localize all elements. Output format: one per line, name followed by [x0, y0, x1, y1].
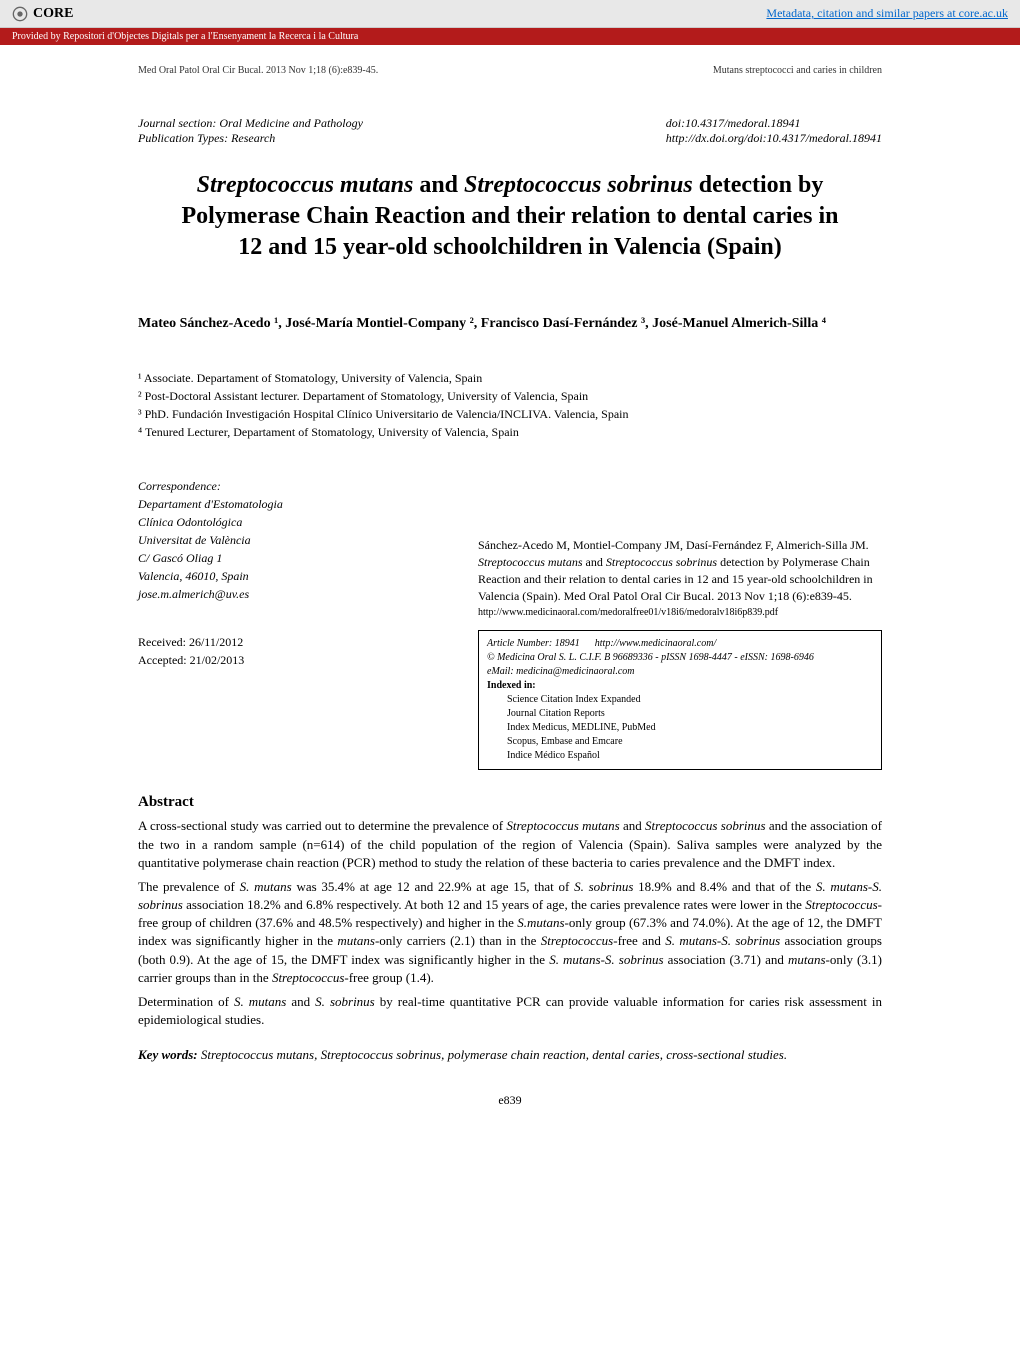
- index-list: Science Citation Index Expanded Journal …: [487, 693, 873, 763]
- article-title: Streptococcus mutans and Streptococcus s…: [170, 170, 850, 264]
- publication-types: Publication Types: Research: [138, 131, 363, 146]
- citation-column: Sánchez-Acedo M, Montiel-Company JM, Das…: [478, 537, 882, 770]
- journal-section: Journal section: Oral Medicine and Patho…: [138, 116, 363, 131]
- abstract-p2: The prevalence of S. mutans was 35.4% at…: [138, 878, 882, 987]
- corr-line-4: C/ Gascó Oliag 1: [138, 549, 438, 567]
- info-box: Article Number: 18941 http://www.medicin…: [478, 630, 882, 770]
- abstract-body: A cross-sectional study was carried out …: [138, 817, 882, 1029]
- index-item-3: Index Medicus, MEDLINE, PubMed: [507, 721, 873, 735]
- indexed-in-label: Indexed in:: [487, 679, 873, 693]
- affiliation-2: ² Post-Doctoral Assistant lecturer. Depa…: [138, 387, 882, 405]
- received-date: Received: 26/11/2012: [138, 633, 438, 651]
- metadata-link[interactable]: Metadata, citation and similar papers at…: [766, 6, 1008, 21]
- email: eMail: medicina@medicinaoral.com: [487, 666, 635, 677]
- citation: Sánchez-Acedo M, Montiel-Company JM, Das…: [478, 537, 882, 604]
- journal-meta-left: Journal section: Oral Medicine and Patho…: [138, 116, 363, 146]
- index-item-5: Indice Médico Español: [507, 749, 873, 763]
- page-number: e839: [138, 1093, 882, 1108]
- correspondence-heading: Correspondence:: [138, 477, 438, 495]
- info-box-line-1: Article Number: 18941 http://www.medicin…: [487, 637, 873, 651]
- authors: Mateo Sánchez-Acedo ¹, José-María Montie…: [138, 314, 882, 334]
- correspondence-column: Correspondence: Departament d'Estomatolo…: [138, 477, 438, 770]
- keywords-text: Streptococcus mutans, Streptococcus sobr…: [198, 1047, 787, 1062]
- site-url: http://www.medicinaoral.com/: [595, 638, 716, 649]
- citation-italic-1: Streptococcus mutans: [478, 555, 583, 569]
- journal-meta-right: doi:10.4317/medoral.18941 http://dx.doi.…: [666, 116, 882, 146]
- keywords: Key words: Streptococcus mutans, Strepto…: [138, 1047, 882, 1063]
- keywords-label: Key words:: [138, 1047, 198, 1062]
- citation-and: and: [583, 555, 606, 569]
- corr-line-3: Universitat de València: [138, 531, 438, 549]
- abstract-p1: A cross-sectional study was carried out …: [138, 817, 882, 872]
- title-italic-2: Streptococcus sobrinus: [464, 172, 693, 198]
- corr-line-6: jose.m.almerich@uv.es: [138, 585, 438, 603]
- info-box-copyright: © Medicina Oral S. L. C.I.F. B 96689336 …: [487, 651, 873, 665]
- core-logo: CORE: [12, 6, 73, 22]
- accepted-date: Accepted: 21/02/2013: [138, 651, 438, 669]
- header-left: Med Oral Patol Oral Cir Bucal. 2013 Nov …: [138, 65, 378, 76]
- title-italic-1: Streptococcus mutans: [197, 172, 414, 198]
- article-number: Article Number: 18941: [487, 638, 580, 649]
- index-item-1: Science Citation Index Expanded: [507, 693, 873, 707]
- affiliation-3: ³ PhD. Fundación Investigación Hospital …: [138, 405, 882, 423]
- index-item-2: Journal Citation Reports: [507, 707, 873, 721]
- page-header-row: Med Oral Patol Oral Cir Bucal. 2013 Nov …: [138, 65, 882, 76]
- corr-line-1: Departament d'Estomatologia: [138, 495, 438, 513]
- doi-url: http://dx.doi.org/doi:10.4317/medoral.18…: [666, 131, 882, 146]
- abstract-p3: Determination of S. mutans and S. sobrin…: [138, 993, 882, 1029]
- dates-block: Received: 26/11/2012 Accepted: 21/02/201…: [138, 633, 438, 669]
- affiliations: ¹ Associate. Departament of Stomatology,…: [138, 369, 882, 441]
- core-label: CORE: [33, 6, 73, 22]
- page-content: Med Oral Patol Oral Cir Bucal. 2013 Nov …: [0, 45, 1020, 1148]
- header-right: Mutans streptococci and caries in childr…: [713, 65, 882, 76]
- corr-line-5: Valencia, 46010, Spain: [138, 567, 438, 585]
- journal-meta: Journal section: Oral Medicine and Patho…: [138, 116, 882, 146]
- copyright: © Medicina Oral S. L. C.I.F. B 96689336 …: [487, 652, 814, 663]
- title-and-1: and: [413, 172, 464, 198]
- abstract-heading: Abstract: [138, 794, 882, 811]
- two-column-block: Correspondence: Departament d'Estomatolo…: [138, 477, 882, 770]
- top-bar: CORE Metadata, citation and similar pape…: [0, 0, 1020, 28]
- core-icon: [12, 6, 28, 22]
- citation-authors: Sánchez-Acedo M, Montiel-Company JM, Das…: [478, 538, 869, 552]
- citation-url: http://www.medicinaoral.com/medoralfree0…: [478, 606, 882, 620]
- repo-bar: Provided by Repositori d'Objectes Digita…: [0, 28, 1020, 45]
- affiliation-1: ¹ Associate. Departament of Stomatology,…: [138, 369, 882, 387]
- doi: doi:10.4317/medoral.18941: [666, 116, 882, 131]
- affiliation-4: ⁴ Tenured Lecturer, Departament of Stoma…: [138, 423, 882, 441]
- citation-italic-2: Streptococcus sobrinus: [606, 555, 717, 569]
- info-box-email: eMail: medicina@medicinaoral.com: [487, 665, 873, 679]
- corr-line-2: Clínica Odontológica: [138, 513, 438, 531]
- index-item-4: Scopus, Embase and Emcare: [507, 735, 873, 749]
